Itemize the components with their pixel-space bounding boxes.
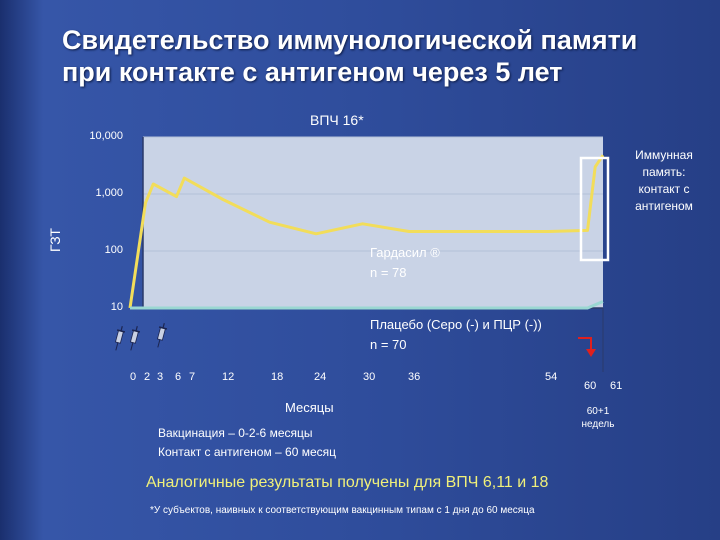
y-tick-label: 10,000 <box>89 130 123 142</box>
x-tick-label: 60 <box>584 380 597 392</box>
gardasil-n: n = 78 <box>370 265 407 280</box>
slide-title-line-1: Свидетельство иммунологической памяти <box>62 25 638 55</box>
placebo-label: Плацебо (Серо (-) и ПЦР (-)) <box>370 317 542 332</box>
slide-title-line-2: при контакте с антигеном через 5 лет <box>62 57 563 87</box>
summary-text: Аналогичные результаты получены для ВПЧ … <box>146 474 549 491</box>
week-label-line-2: недель <box>581 419 615 430</box>
placebo-n: n = 70 <box>370 337 407 352</box>
slide-title: Свидетельство иммунологической памяти пр… <box>62 24 702 88</box>
x-tick-label: 6 <box>175 371 182 383</box>
antigen-contact-arrow-icon <box>578 337 596 357</box>
syringe-icon-1 <box>129 326 141 351</box>
week-annotation: 60+1 недель <box>573 405 623 431</box>
y-tick-label: 1,000 <box>95 187 123 199</box>
y-axis-label: ГЗТ <box>47 228 63 252</box>
footnote: *У субъектов, наивных к соответствующим … <box>150 505 535 516</box>
x-tick-label: 12 <box>222 371 235 383</box>
vaccination-note: Вакцинация – 0-2-6 месяцы Контакт с анти… <box>158 424 336 462</box>
x-tick-label: 3 <box>157 371 164 383</box>
memory-annotation: Иммунная память: контакт с антигеном <box>614 147 714 215</box>
plot-area <box>143 137 603 308</box>
x-tick-label: 24 <box>314 371 327 383</box>
x-tick-label: 54 <box>545 371 558 383</box>
x-tick-label: 36 <box>408 371 421 383</box>
memory-line-3: контакт с <box>638 182 690 196</box>
memory-line-4: антигеном <box>635 199 693 213</box>
x-tick-label: 2 <box>144 371 151 383</box>
gardasil-label: Гардасил ® <box>370 245 440 260</box>
y-tick-label: 10 <box>110 301 123 313</box>
memory-line-1: Иммунная <box>635 148 693 162</box>
vaccination-schedule: Вакцинация – 0-2-6 месяцы <box>158 426 313 440</box>
x-tick-label: 7 <box>189 371 196 383</box>
placebo-annotation: Плацебо (Серо (-) и ПЦР (-)) n = 70 <box>370 315 542 355</box>
x-tick-label: 0 <box>130 371 137 383</box>
series-line-1 <box>130 300 604 310</box>
x-axis-label: Месяцы <box>285 400 334 415</box>
x-tick-label: 30 <box>363 371 376 383</box>
syringe-icon-2 <box>156 323 168 348</box>
x-tick-label: 61 <box>610 380 623 392</box>
antigen-contact: Контакт с антигеном – 60 месяц <box>158 445 337 459</box>
y-tick-label: 100 <box>104 244 123 256</box>
memory-line-2: память: <box>642 165 686 179</box>
memory-box <box>579 156 610 262</box>
syringe-icon-0 <box>114 326 126 351</box>
x-tick-label: 18 <box>271 371 284 383</box>
week-label-line-1: 60+1 <box>586 406 610 417</box>
gardasil-annotation: Гардасил ® n = 78 <box>370 243 440 283</box>
syringe-icons <box>114 323 168 351</box>
chart-title: ВПЧ 16* <box>310 112 364 128</box>
